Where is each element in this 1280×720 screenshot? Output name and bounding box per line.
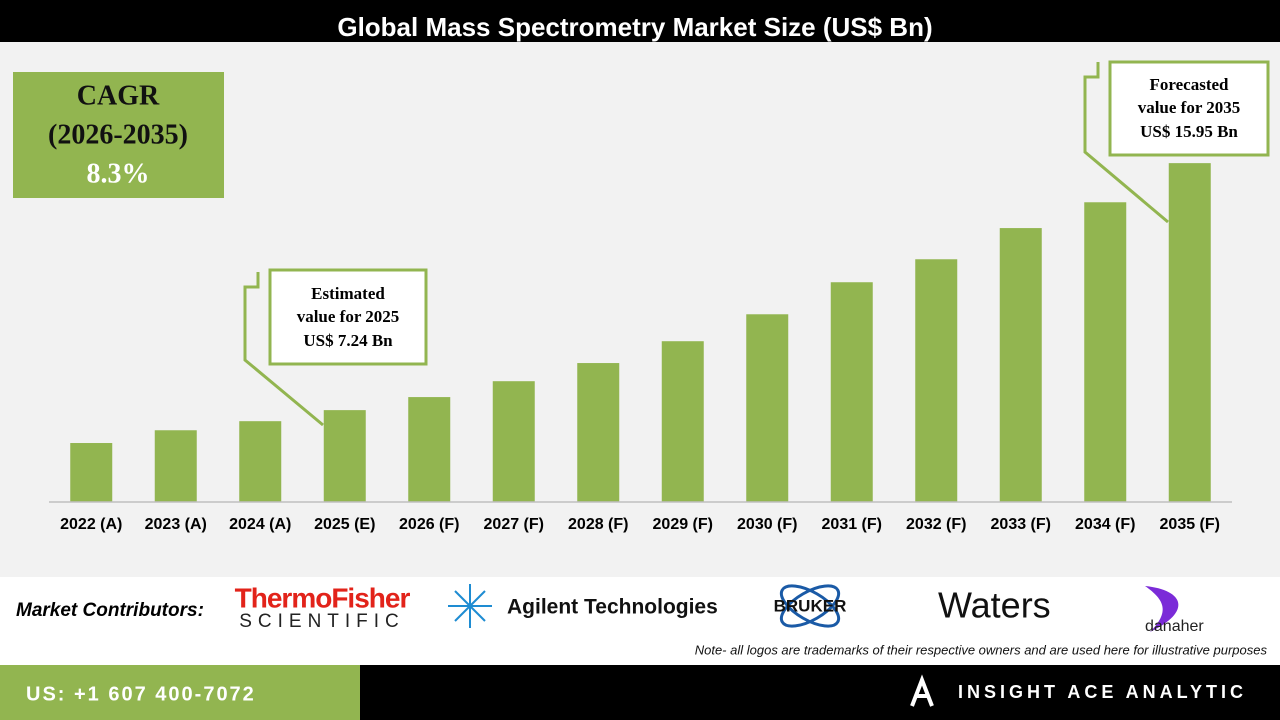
cagr-label: CAGR — [77, 80, 160, 111]
brand-mark — [910, 674, 934, 707]
bar — [154, 430, 197, 502]
phone-bar — [0, 665, 360, 720]
bar — [239, 421, 282, 502]
brand: INSIGHT ACE ANALYTIC — [958, 682, 1247, 702]
x-tick-label: 2029 (F) — [653, 516, 713, 533]
note: Note- all logos are trademarks of their … — [695, 642, 1268, 657]
bar — [661, 341, 704, 502]
x-tick-label: 2024 (A) — [229, 516, 291, 533]
bar — [746, 314, 789, 502]
logo: danaher — [1145, 618, 1204, 635]
bruker-orbit — [779, 584, 841, 628]
x-tick-label: 2034 (F) — [1075, 516, 1135, 533]
x-tick-label: 2033 (F) — [991, 516, 1051, 533]
cagr-value: 8.3% — [87, 158, 150, 189]
chart-title: Global Mass Spectrometry Market Size (US… — [337, 12, 932, 42]
x-tick-label: 2027 (F) — [484, 516, 544, 533]
callout-text: US$ 7.24 Bn — [303, 331, 393, 350]
callout-text: Forecasted — [1150, 75, 1230, 94]
title-bar — [0, 0, 1280, 42]
bar — [408, 397, 451, 502]
bar — [915, 259, 958, 502]
callout-text: value for 2035 — [1138, 98, 1241, 117]
x-tick-label: 2025 (E) — [314, 516, 375, 533]
bar — [1084, 202, 1127, 502]
contributors-label: Market Contributors: — [16, 600, 204, 621]
logo: Waters — [938, 585, 1051, 626]
cagr-box — [13, 72, 224, 198]
logo: SCIENTIFIC — [239, 611, 405, 632]
logo: Agilent Technologies — [507, 596, 718, 619]
x-tick-label: 2035 (F) — [1160, 516, 1220, 533]
callout-pointer — [1083, 62, 1169, 224]
x-tick-label: 2028 (F) — [568, 516, 628, 533]
footer — [0, 577, 1280, 665]
estimate-callout — [268, 268, 428, 366]
x-tick-label: 2022 (A) — [60, 516, 122, 533]
bar — [577, 363, 620, 502]
brand-bar — [360, 665, 1280, 720]
x-tick-label: 2032 (F) — [906, 516, 966, 533]
bar — [70, 443, 113, 502]
bar — [999, 228, 1042, 502]
bar — [830, 282, 873, 502]
forecast-callout — [1108, 60, 1270, 157]
x-tick-label: 2030 (F) — [737, 516, 797, 533]
logo: ThermoFisher — [235, 582, 411, 613]
x-tick-label: 2023 (A) — [145, 516, 207, 533]
logo: BRUKER — [774, 596, 847, 615]
callout-text: US$ 15.95 Bn — [1140, 122, 1238, 141]
bar — [323, 410, 366, 502]
cagr-period: (2026-2035) — [48, 119, 188, 150]
bar — [1168, 163, 1211, 502]
agilent-spark — [448, 584, 492, 628]
x-tick-label: 2026 (F) — [399, 516, 459, 533]
x-tick-label: 2031 (F) — [822, 516, 882, 533]
danaher-mark — [1145, 586, 1179, 632]
callout-text: value for 2025 — [297, 307, 400, 326]
bruker-orbit — [779, 584, 841, 628]
callout-pointer — [243, 272, 324, 427]
phone: US: +1 607 400-7072 — [26, 683, 256, 705]
callout-text: Estimated — [311, 284, 385, 303]
bar — [492, 381, 535, 502]
